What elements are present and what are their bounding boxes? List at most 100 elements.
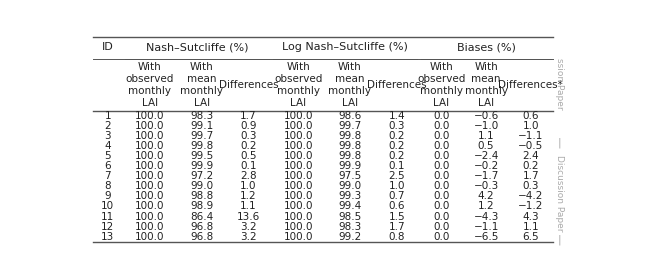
Text: 13: 13 <box>101 232 114 242</box>
Text: 0.0: 0.0 <box>433 212 449 222</box>
Text: With
observed
monthly
LAI: With observed monthly LAI <box>417 62 465 108</box>
Text: 0.0: 0.0 <box>433 161 449 171</box>
Text: 0.5: 0.5 <box>240 151 257 161</box>
Text: −1.7: −1.7 <box>473 171 499 181</box>
Text: 98.9: 98.9 <box>190 201 213 212</box>
Text: 0.0: 0.0 <box>433 181 449 191</box>
Text: 1.1: 1.1 <box>478 131 494 141</box>
Text: 99.7: 99.7 <box>338 121 362 131</box>
Text: 99.8: 99.8 <box>190 141 213 151</box>
Text: 6.5: 6.5 <box>523 232 539 242</box>
Text: 0.2: 0.2 <box>240 141 257 151</box>
Text: With
observed
monthly
LAI: With observed monthly LAI <box>274 62 322 108</box>
Text: 1.4: 1.4 <box>389 111 405 121</box>
Text: 96.8: 96.8 <box>190 222 213 232</box>
Text: −4.2: −4.2 <box>518 192 543 201</box>
Text: 3: 3 <box>104 131 111 141</box>
Text: 1.7: 1.7 <box>389 222 405 232</box>
Text: 97.2: 97.2 <box>190 171 213 181</box>
Text: 99.8: 99.8 <box>338 141 362 151</box>
Text: −1.2: −1.2 <box>518 201 543 212</box>
Text: 100.0: 100.0 <box>135 121 165 131</box>
Text: 11: 11 <box>101 212 114 222</box>
Text: Discussion Paper: Discussion Paper <box>554 155 564 232</box>
Text: 99.9: 99.9 <box>338 161 362 171</box>
Text: 1.1: 1.1 <box>523 222 539 232</box>
Text: 98.5: 98.5 <box>338 212 362 222</box>
Text: 0.0: 0.0 <box>433 121 449 131</box>
Text: 99.7: 99.7 <box>190 131 213 141</box>
Text: 100.0: 100.0 <box>283 212 313 222</box>
Text: 99.4: 99.4 <box>338 201 362 212</box>
Text: 0.3: 0.3 <box>523 181 539 191</box>
Text: Nash–Sutcliffe (%): Nash–Sutcliffe (%) <box>146 42 248 52</box>
Text: −0.2: −0.2 <box>473 161 499 171</box>
Text: −1.1: −1.1 <box>518 131 543 141</box>
Text: 1.1: 1.1 <box>240 201 257 212</box>
Text: 6: 6 <box>104 161 111 171</box>
Text: 0.7: 0.7 <box>389 192 405 201</box>
Text: 0.3: 0.3 <box>389 121 405 131</box>
Text: 0.6: 0.6 <box>523 111 539 121</box>
Text: 100.0: 100.0 <box>283 111 313 121</box>
Text: 0.0: 0.0 <box>433 192 449 201</box>
Text: 0.1: 0.1 <box>240 161 257 171</box>
Text: 100.0: 100.0 <box>135 111 165 121</box>
Text: 0.0: 0.0 <box>433 171 449 181</box>
Text: 100.0: 100.0 <box>283 232 313 242</box>
Text: ssion Paper: ssion Paper <box>554 58 564 109</box>
Text: 100.0: 100.0 <box>135 222 165 232</box>
Text: 100.0: 100.0 <box>283 131 313 141</box>
Text: 100.0: 100.0 <box>135 171 165 181</box>
Text: With
observed
monthly
LAI: With observed monthly LAI <box>126 62 174 108</box>
Text: −1.1: −1.1 <box>473 222 499 232</box>
Text: 99.9: 99.9 <box>190 161 213 171</box>
Text: |: | <box>558 137 561 148</box>
Text: 0.2: 0.2 <box>389 141 405 151</box>
Text: 100.0: 100.0 <box>135 161 165 171</box>
Text: 2: 2 <box>104 121 111 131</box>
Text: 0.3: 0.3 <box>240 131 257 141</box>
Text: 97.5: 97.5 <box>338 171 362 181</box>
Text: ID: ID <box>102 42 114 52</box>
Text: 0.0: 0.0 <box>433 222 449 232</box>
Text: 1.2: 1.2 <box>240 192 257 201</box>
Text: 5: 5 <box>104 151 111 161</box>
Text: 100.0: 100.0 <box>283 192 313 201</box>
Text: 1.7: 1.7 <box>240 111 257 121</box>
Text: 1.0: 1.0 <box>523 121 539 131</box>
Text: 100.0: 100.0 <box>135 151 165 161</box>
Text: −2.4: −2.4 <box>473 151 499 161</box>
Text: Log Nash–Sutcliffe (%): Log Nash–Sutcliffe (%) <box>282 42 408 52</box>
Text: 0.0: 0.0 <box>433 201 449 212</box>
Text: 98.8: 98.8 <box>190 192 213 201</box>
Text: 1.0: 1.0 <box>389 181 405 191</box>
Text: 100.0: 100.0 <box>135 212 165 222</box>
Text: 0.6: 0.6 <box>389 201 405 212</box>
Text: 3.2: 3.2 <box>240 222 257 232</box>
Text: 100.0: 100.0 <box>283 121 313 131</box>
Text: Differences: Differences <box>367 80 426 90</box>
Text: 3.2: 3.2 <box>240 232 257 242</box>
Text: 0.9: 0.9 <box>240 121 257 131</box>
Text: 1.5: 1.5 <box>389 212 405 222</box>
Text: With
mean
monthly
LAI: With mean monthly LAI <box>465 62 508 108</box>
Text: 99.8: 99.8 <box>338 151 362 161</box>
Text: 1.7: 1.7 <box>523 171 539 181</box>
Text: 99.2: 99.2 <box>338 232 362 242</box>
Text: 98.3: 98.3 <box>338 222 362 232</box>
Text: 100.0: 100.0 <box>283 201 313 212</box>
Text: With
mean
monthly
LAI: With mean monthly LAI <box>180 62 223 108</box>
Text: −0.5: −0.5 <box>518 141 543 151</box>
Text: 0.0: 0.0 <box>433 131 449 141</box>
Text: 100.0: 100.0 <box>135 141 165 151</box>
Text: 1.2: 1.2 <box>478 201 494 212</box>
Text: |: | <box>558 234 561 245</box>
Text: 100.0: 100.0 <box>135 201 165 212</box>
Text: 0.0: 0.0 <box>433 232 449 242</box>
Text: 13.6: 13.6 <box>237 212 260 222</box>
Text: 99.1: 99.1 <box>190 121 213 131</box>
Text: 1: 1 <box>104 111 111 121</box>
Text: 0.8: 0.8 <box>389 232 405 242</box>
Text: 98.3: 98.3 <box>190 111 213 121</box>
